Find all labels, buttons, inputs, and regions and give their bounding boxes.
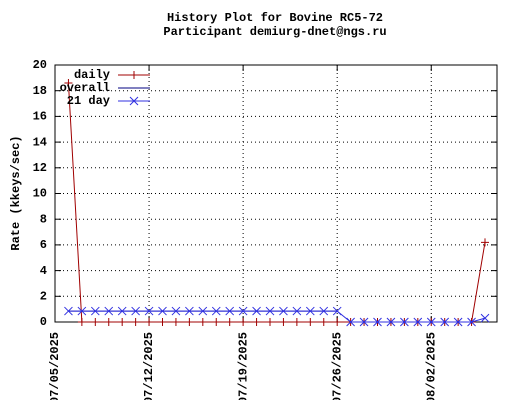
point-marker: [144, 306, 154, 316]
point-marker: [440, 317, 450, 327]
chart-title: History Plot for Bovine RC5-72: [167, 11, 383, 25]
y-tick-label: 6: [40, 238, 47, 252]
point-marker: [158, 306, 167, 316]
point-marker: [117, 306, 127, 316]
point-marker: [426, 317, 436, 327]
point-marker: [279, 318, 288, 326]
x-tick-label: 07/12/2025: [142, 332, 156, 400]
y-tick-label: 18: [33, 84, 47, 98]
legend-marker: [130, 71, 138, 79]
point-marker: [252, 318, 261, 326]
point-marker: [413, 317, 423, 327]
point-marker: [64, 78, 73, 87]
point-marker: [279, 306, 288, 316]
point-marker: [64, 306, 73, 316]
point-marker: [467, 317, 476, 327]
y-tick-label: 16: [33, 110, 47, 124]
x-tick-label: 08/02/2025: [424, 332, 438, 400]
series: [64, 78, 489, 326]
point-marker: [171, 318, 180, 326]
point-marker: [118, 318, 127, 326]
chart-subtitle: Participant demiurg-dnet@ngs.ru: [163, 25, 386, 39]
point-marker: [359, 317, 369, 327]
point-marker: [265, 306, 275, 316]
y-tick-label: 10: [33, 187, 47, 201]
point-marker: [481, 238, 489, 247]
point-marker: [198, 306, 208, 316]
point-marker: [145, 318, 154, 326]
point-marker: [319, 318, 328, 326]
point-marker: [77, 306, 87, 316]
data-line: [68, 310, 486, 323]
y-axis-label: Rate (kkeys/sec): [9, 135, 23, 250]
legend-marker: [129, 96, 139, 106]
point-marker: [77, 318, 86, 326]
point-marker: [373, 317, 382, 327]
legend-label: overall: [60, 81, 110, 95]
point-marker: [252, 306, 261, 316]
point-marker: [453, 317, 463, 327]
point-marker: [158, 318, 167, 326]
point-marker: [306, 318, 315, 326]
point-marker: [211, 306, 221, 316]
data-line: [67, 82, 486, 323]
point-marker: [305, 306, 315, 316]
legend-label: daily: [74, 68, 110, 82]
point-marker: [212, 318, 221, 326]
point-marker: [333, 318, 342, 326]
point-marker: [225, 318, 234, 326]
x-tick-label: 07/19/2025: [236, 332, 250, 400]
y-tick-label: 8: [40, 212, 47, 226]
x-tick-label: 07/05/2025: [48, 332, 62, 400]
point-marker: [171, 306, 181, 316]
point-marker: [131, 306, 140, 316]
point-marker: [319, 306, 329, 316]
point-marker: [400, 317, 409, 327]
point-marker: [238, 306, 248, 316]
point-marker: [185, 306, 194, 316]
y-tick-label: 14: [33, 135, 47, 149]
point-marker: [386, 317, 396, 327]
point-marker: [292, 318, 301, 326]
point-marker: [104, 318, 113, 326]
point-marker: [185, 318, 194, 326]
series: [64, 306, 490, 327]
x-tick-label: 07/26/2025: [330, 332, 344, 400]
y-tick-label: 12: [33, 161, 47, 175]
legend-label: 21 day: [67, 94, 110, 108]
point-marker: [90, 306, 100, 316]
point-marker: [198, 318, 207, 326]
point-marker: [346, 317, 355, 327]
y-tick-label: 20: [33, 58, 47, 72]
point-marker: [239, 318, 248, 326]
y-tick-label: 4: [40, 264, 47, 278]
y-tick-label: 2: [40, 289, 47, 303]
point-marker: [91, 318, 100, 326]
point-marker: [332, 306, 342, 316]
y-tick-label: 0: [40, 315, 47, 329]
point-marker: [480, 313, 490, 323]
point-marker: [266, 318, 274, 326]
point-marker: [104, 306, 114, 316]
point-marker: [292, 306, 302, 316]
point-marker: [225, 306, 235, 316]
point-marker: [131, 318, 140, 326]
